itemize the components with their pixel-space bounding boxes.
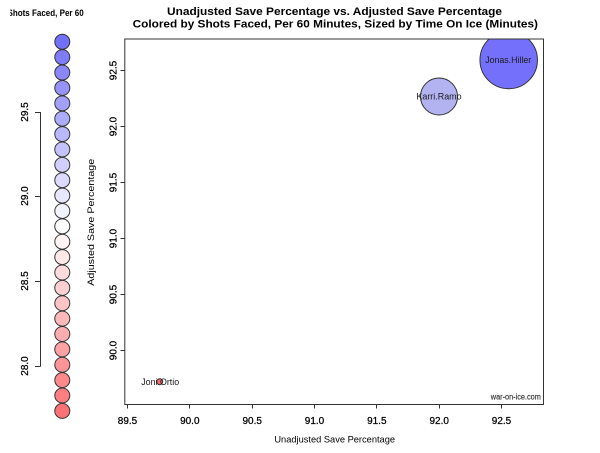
- svg-text:89.5: 89.5: [118, 416, 138, 427]
- svg-text:28.5: 28.5: [20, 271, 31, 291]
- svg-text:90.0: 90.0: [109, 340, 120, 360]
- svg-text:91.0: 91.0: [109, 228, 120, 248]
- svg-text:Adjusted Save Percentage: Adjusted Save Percentage: [86, 159, 97, 286]
- svg-text:90.0: 90.0: [180, 416, 200, 427]
- svg-text:92.5: 92.5: [109, 60, 120, 80]
- svg-text:28.0: 28.0: [20, 356, 31, 376]
- svg-text:Joni.Ortio: Joni.Ortio: [141, 377, 179, 387]
- svg-text:92.5: 92.5: [492, 416, 512, 427]
- svg-text:90.5: 90.5: [109, 284, 120, 304]
- svg-text:29.0: 29.0: [20, 186, 31, 206]
- svg-text:Shots Faced, Per 60: Shots Faced, Per 60: [8, 7, 84, 18]
- svg-text:Unadjusted Save Percentage: Unadjusted Save Percentage: [274, 435, 395, 446]
- svg-text:Unadjusted Save Percentage vs.: Unadjusted Save Percentage vs. Adjusted …: [167, 6, 502, 18]
- svg-text:Jonas.Hiller: Jonas.Hiller: [485, 55, 531, 65]
- svg-text:91.0: 91.0: [305, 416, 325, 427]
- svg-text:92.0: 92.0: [430, 416, 450, 427]
- svg-text:90.5: 90.5: [243, 416, 263, 427]
- svg-text:91.5: 91.5: [109, 172, 120, 192]
- svg-text:92.0: 92.0: [109, 116, 120, 136]
- svg-text:29.5: 29.5: [20, 102, 31, 122]
- svg-text:Karri.Ramo: Karri.Ramo: [416, 92, 461, 102]
- svg-text:Colored by Shots Faced, Per 60: Colored by Shots Faced, Per 60 Minutes, …: [133, 19, 539, 31]
- svg-text:91.5: 91.5: [367, 416, 387, 427]
- svg-text:war-on-ice.com: war-on-ice.com: [490, 393, 541, 402]
